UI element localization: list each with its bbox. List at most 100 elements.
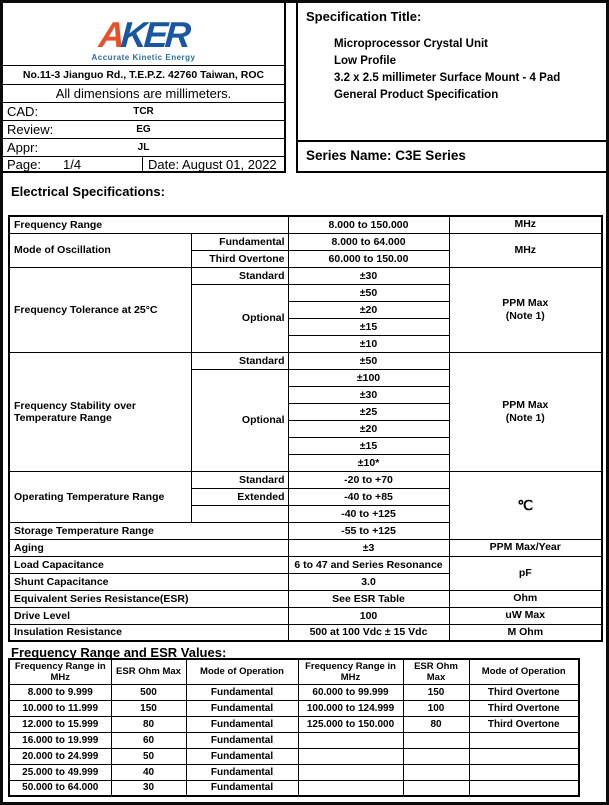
page-label: Page: [7,157,41,172]
esr-cell: 50 [110,747,187,765]
company-logo: AKER Accurate Kinetic Energy [3,3,284,65]
aker-logo-icon: AKER [98,14,190,55]
spec-unit: M Ohm [448,623,603,642]
esr-cell [468,731,580,749]
spec-title-line: Low Profile [334,55,396,67]
spec-label: Storage Temperature Range [8,521,289,540]
company-address: No.11-3 Jianguo Rd., T.E.P.Z. 42760 Taiw… [3,65,284,84]
review-label: Review: [7,122,54,137]
spec-value: ±50 [287,351,450,370]
esr-cell [297,779,404,797]
esr-cell: 40 [110,763,187,781]
appr-label: Appr: [7,140,39,155]
spec-unit: PPM Max (Note 1) [448,266,603,353]
table-row: Load Capacitance 6 to 47 and Series Reso… [8,555,603,591]
esr-row: 10.000 to 11.999 150 Fundamental 100.000 to… [8,699,580,717]
esr-cell: 500 [110,683,187,701]
spec-option: Extended [190,487,289,506]
esr-values-heading: Frequency Range and ESR Values: [11,645,227,660]
spec-unit: PPM Max (Note 1) [448,351,603,472]
spec-option: Third Overtone [190,249,289,268]
table-row: Frequency Tolerance at 25°C Standard ±30… [8,266,603,353]
table-row: Aging ±3 PPM Max/Year [8,538,603,557]
appr-value: JL [137,142,150,153]
appr-row: Appr: JL [3,138,284,156]
spec-unit: MHz [448,232,603,268]
spec-value: ±25 [287,402,450,421]
esr-cell: 60 [110,731,187,749]
table-row: Drive Level 100 uW Max [8,606,603,625]
spec-unit: PPM Max/Year [448,538,603,557]
esr-header-cell: Frequency Range in MHz [297,658,404,685]
esr-cell: Fundamental [185,715,299,733]
esr-cell: Fundamental [185,747,299,765]
spec-option: Standard [190,266,289,285]
esr-cell: Fundamental [185,683,299,701]
spec-label: Insulation Resistance [8,623,289,642]
spec-label: Frequency Tolerance at 25°C [8,266,192,353]
esr-cell [297,763,404,781]
esr-cell: 20.000 to 24.999 [8,747,112,765]
esr-header-cell: ESR Ohm Max [402,658,470,685]
spec-unit: uW Max [448,606,603,625]
series-name: Series Name: C3E Series [298,140,606,171]
unit-note: (Note 1) [505,411,545,424]
spec-option: Optional [190,368,289,472]
esr-cell: 12.000 to 15.999 [8,715,112,733]
page-cell: Page: 1/4 [3,157,143,173]
esr-cell: Fundamental [185,763,299,781]
esr-cell: Third Overtone [468,699,580,717]
table-row: Storage Temperature Range -55 to +125 [8,521,602,540]
table-row: Mode of Oscillation Fundamental 8.000 to… [8,232,603,268]
esr-cell: Third Overtone [468,683,580,701]
table-row: Operating Temperature Range Standard -20… [8,470,603,540]
electrical-specs-heading: Electrical Specifications: [11,184,165,199]
spec-value: ±20 [287,300,450,319]
table-row: Optional ±50 [9,283,602,353]
spec-value: 3.0 [287,572,450,591]
esr-row: 8.000 to 9.999 500 Fundamental 60.000 to 99… [8,683,580,701]
esr-cell: 8.000 to 9.999 [8,683,112,701]
esr-cell: Third Overtone [468,715,580,733]
date-value: Date: August 01, 2022 [148,157,277,172]
esr-header-cell: Mode of Operation [185,658,299,685]
table-row: Optional ±100 [9,368,602,472]
spec-value: ±20 [287,419,450,438]
page-date-row: Page: 1/4 Date: August 01, 2022 [3,156,284,173]
spec-value: 500 at 100 Vdc ± 15 Vdc [287,623,450,642]
spec-value: ±50 [287,283,450,302]
esr-cell: 125.000 to 150.000 [297,715,404,733]
table-row: Third Overtone 60.000 to 150.00 [9,249,602,268]
spec-option [190,504,289,523]
unit-text: PPM Max [502,296,549,309]
spec-label: Mode of Oscillation [8,232,192,268]
spec-value: ±10 [287,334,450,353]
spec-unit: MHz [448,215,603,234]
spec-label: Aging [8,538,289,557]
spec-label: Frequency Range [8,215,289,234]
spec-option: Standard [190,470,289,489]
spec-value: ±30 [287,385,450,404]
spec-title-line: Microprocessor Crystal Unit [334,38,489,50]
esr-cell: 25.000 to 49.999 [8,763,112,781]
esr-cell [297,747,404,765]
esr-cell: 80 [402,715,470,733]
table-row: Frequency Range 8.000 to 150.000 MHz [8,215,603,234]
esr-header-cell: Mode of Operation [468,658,580,685]
spec-label: Shunt Capacitance [8,572,289,591]
spec-title-box: Specification Title: Microprocessor Crys… [296,3,606,173]
spec-unit: Ohm [448,589,603,608]
esr-cell: 16.000 to 19.999 [8,731,112,749]
spec-value: -40 to +125 [287,504,450,523]
spec-title-label: Specification Title: [306,9,422,24]
esr-header-row: Frequency Range in MHz ESR Ohm Max Mode … [8,658,580,685]
esr-cell [468,747,580,765]
esr-header-cell: Frequency Range in MHz [8,658,112,685]
table-row: Frequency Stability over Temperature Ran… [8,351,603,472]
esr-cell: Fundamental [185,731,299,749]
spec-label: Equivalent Series Resistance(ESR) [8,589,289,608]
spec-value: 100 [287,606,450,625]
esr-cell: 150 [402,683,470,701]
esr-cell: 10.000 to 11.999 [8,699,112,717]
dimensions-note: All dimensions are millimeters. [3,84,284,102]
